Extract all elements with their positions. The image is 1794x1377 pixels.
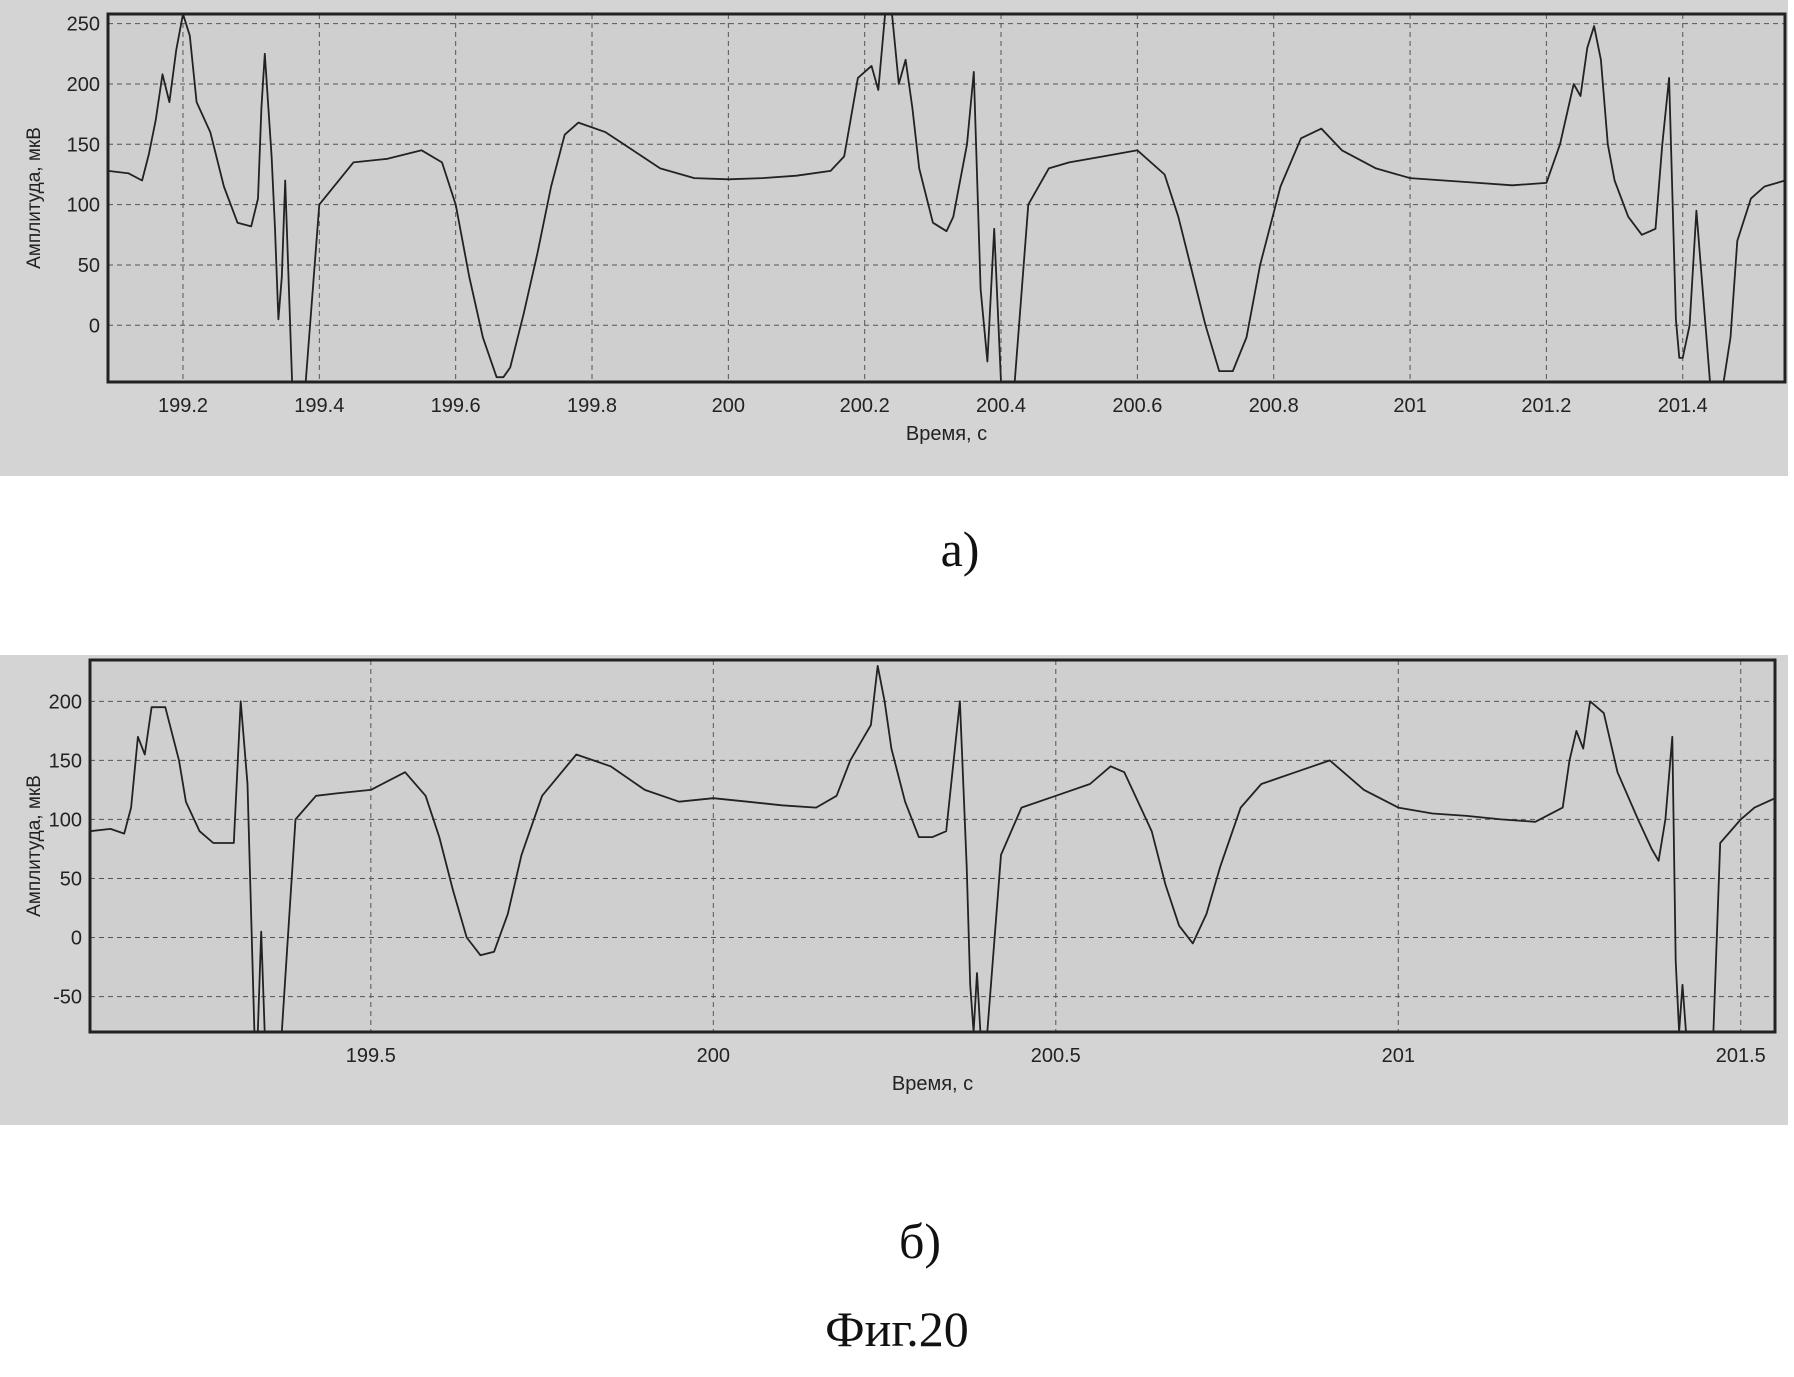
x-tick-label: 200.5: [1031, 1045, 1081, 1067]
y-tick-label: 150: [49, 750, 82, 772]
x-tick-label: 201: [1382, 1045, 1415, 1067]
x-tick-label: 200.8: [1249, 395, 1299, 417]
y-tick-label: 100: [67, 195, 100, 217]
chart-panel-b: 199.5 200 200.5 201 201.5 -50 0 50 100 150 200 Врем…: [0, 655, 1788, 1125]
y-tick-label: -50: [53, 987, 82, 1009]
y-tick-label: 200: [67, 74, 100, 96]
x-tick-label: 201.4: [1658, 395, 1708, 417]
plot-frame: [88, 658, 1777, 1034]
x-tick-label: 199.8: [567, 395, 617, 417]
plot-frame: [106, 12, 1787, 384]
x-tick-label: 200.2: [840, 395, 890, 417]
plot-area: [108, 14, 1785, 382]
x-tick-label: 200.6: [1112, 395, 1162, 417]
x-tick-label: 199.4: [294, 395, 344, 417]
x-tick-label: 201: [1393, 395, 1426, 417]
y-tick-label: 200: [49, 691, 82, 713]
panel-label-b: б): [898, 1213, 942, 1269]
chart-b-svg: 199.5 200 200.5 201 201.5 -50 0 50 100 150 200 Врем…: [24, 658, 1777, 1095]
x-tick-label: 200: [697, 1045, 730, 1067]
chart-a-svg: 199.2 199.4 199.6 199.8 200 200.2 200.4 200.6 20…: [24, 12, 1787, 445]
chart-panel-a: 199.2 199.4 199.6 199.8 200 200.2 200.4 200.6 20…: [0, 0, 1788, 476]
x-tick-label: 199.6: [431, 395, 481, 417]
x-tick-label: 201.2: [1521, 395, 1571, 417]
x-tick-label: 199.5: [346, 1045, 396, 1067]
panel-label-a: а): [940, 521, 980, 577]
y-tick-label: 0: [71, 928, 82, 950]
y-axis-label: Амплитуда, мкВ: [24, 127, 45, 269]
y-tick-label: 0: [89, 315, 100, 337]
x-axis-label: Время, с: [892, 1073, 973, 1095]
y-tick-label: 150: [67, 134, 100, 156]
x-tick-label: 200.4: [976, 395, 1026, 417]
x-tick-label: 199.2: [158, 395, 208, 417]
series-line: [90, 664, 1775, 1032]
y-tick-label: 50: [60, 868, 82, 890]
x-tick-label: 200: [712, 395, 745, 417]
y-axis-label: Амплитуда, мкВ: [24, 775, 45, 917]
figure-label: Фиг.20: [825, 1301, 969, 1357]
y-tick-label: 250: [67, 14, 100, 36]
series-line: [108, 14, 1785, 382]
y-tick-label: 100: [49, 809, 82, 831]
x-axis-label: Время, с: [906, 423, 987, 445]
y-tick-label: 50: [78, 255, 100, 277]
x-tick-label: 201.5: [1716, 1045, 1766, 1067]
plot-area: [90, 660, 1775, 1032]
